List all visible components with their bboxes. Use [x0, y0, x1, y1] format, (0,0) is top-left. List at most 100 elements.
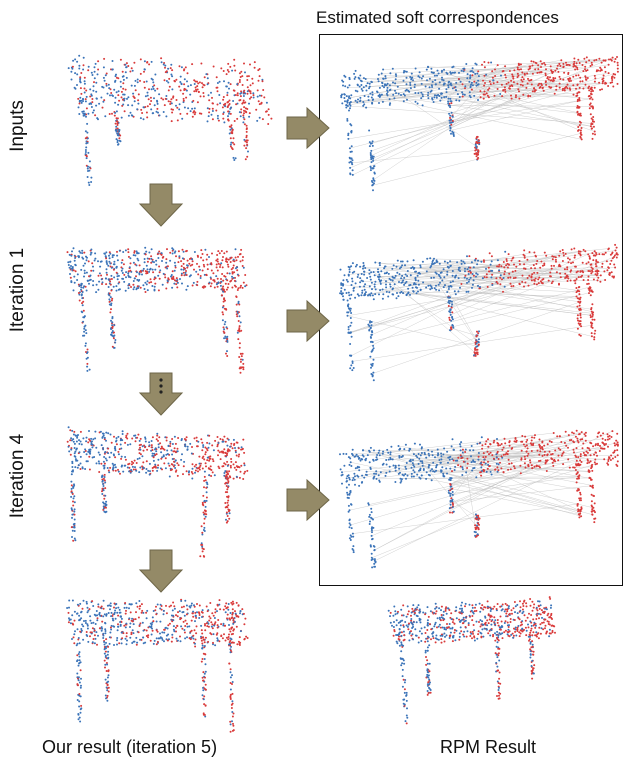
- point: [202, 259, 205, 262]
- point: [185, 96, 188, 99]
- point: [416, 274, 419, 277]
- point: [85, 289, 88, 292]
- point: [186, 112, 189, 115]
- point: [537, 84, 540, 87]
- point: [144, 246, 147, 249]
- point: [106, 263, 109, 265]
- point: [79, 462, 82, 465]
- point: [201, 467, 204, 470]
- point: [340, 282, 343, 285]
- correspondence-line: [392, 288, 592, 337]
- point: [70, 70, 73, 73]
- point: [80, 293, 83, 296]
- point: [446, 270, 449, 273]
- point: [238, 325, 241, 328]
- point: [437, 273, 440, 276]
- point: [70, 265, 72, 267]
- point: [135, 643, 138, 646]
- point: [126, 466, 129, 469]
- point: [564, 272, 567, 275]
- point: [487, 88, 490, 91]
- point: [191, 463, 194, 466]
- point: [71, 462, 74, 465]
- point: [76, 654, 79, 657]
- point: [110, 289, 113, 292]
- point: [427, 91, 430, 94]
- point: [257, 79, 260, 82]
- point: [361, 89, 364, 92]
- point: [216, 637, 219, 640]
- point: [171, 438, 174, 440]
- point: [95, 104, 98, 107]
- point: [144, 446, 146, 449]
- point: [200, 249, 203, 252]
- point: [221, 465, 224, 468]
- point: [114, 341, 117, 344]
- point: [232, 100, 235, 102]
- point: [437, 452, 440, 455]
- point: [474, 149, 477, 152]
- point: [370, 96, 373, 99]
- point: [220, 278, 222, 280]
- point: [97, 603, 100, 606]
- point: [471, 273, 474, 275]
- point: [578, 301, 581, 304]
- point: [106, 604, 109, 607]
- point: [73, 501, 76, 504]
- point: [107, 690, 110, 693]
- point: [139, 453, 142, 456]
- point: [511, 257, 514, 260]
- point: [365, 89, 368, 92]
- point: [128, 607, 130, 610]
- point: [169, 259, 172, 262]
- point: [194, 469, 197, 472]
- point: [589, 314, 592, 317]
- point: [580, 138, 583, 141]
- point: [87, 65, 90, 68]
- point: [516, 82, 519, 85]
- point: [356, 90, 359, 93]
- point: [222, 98, 225, 101]
- point: [102, 632, 105, 635]
- point: [226, 355, 229, 357]
- point: [221, 266, 224, 269]
- point: [167, 67, 170, 70]
- point: [98, 462, 101, 465]
- point: [78, 655, 81, 658]
- point: [82, 309, 85, 312]
- point: [232, 602, 235, 605]
- point: [116, 259, 119, 262]
- point: [450, 306, 453, 309]
- point: [406, 98, 408, 101]
- point: [222, 113, 225, 115]
- point: [477, 75, 480, 78]
- point: [507, 81, 510, 84]
- point: [232, 712, 235, 715]
- point: [211, 110, 214, 112]
- point: [116, 611, 119, 614]
- point: [372, 298, 375, 301]
- point: [613, 76, 616, 79]
- correspondence-line: [413, 291, 577, 297]
- point: [129, 70, 132, 73]
- point: [227, 499, 230, 502]
- correspondence-line: [450, 440, 578, 485]
- point: [102, 615, 105, 618]
- point: [533, 279, 536, 281]
- point: [201, 531, 204, 534]
- point: [204, 451, 207, 454]
- point: [348, 101, 351, 104]
- point: [348, 109, 350, 112]
- point: [117, 614, 120, 617]
- point: [79, 80, 82, 83]
- point: [378, 264, 381, 267]
- point: [204, 704, 207, 707]
- point: [400, 281, 403, 284]
- point: [557, 70, 560, 73]
- point: [447, 81, 450, 84]
- point: [417, 75, 420, 78]
- point: [349, 297, 352, 300]
- point: [116, 250, 118, 253]
- point: [511, 270, 514, 273]
- point: [172, 601, 175, 604]
